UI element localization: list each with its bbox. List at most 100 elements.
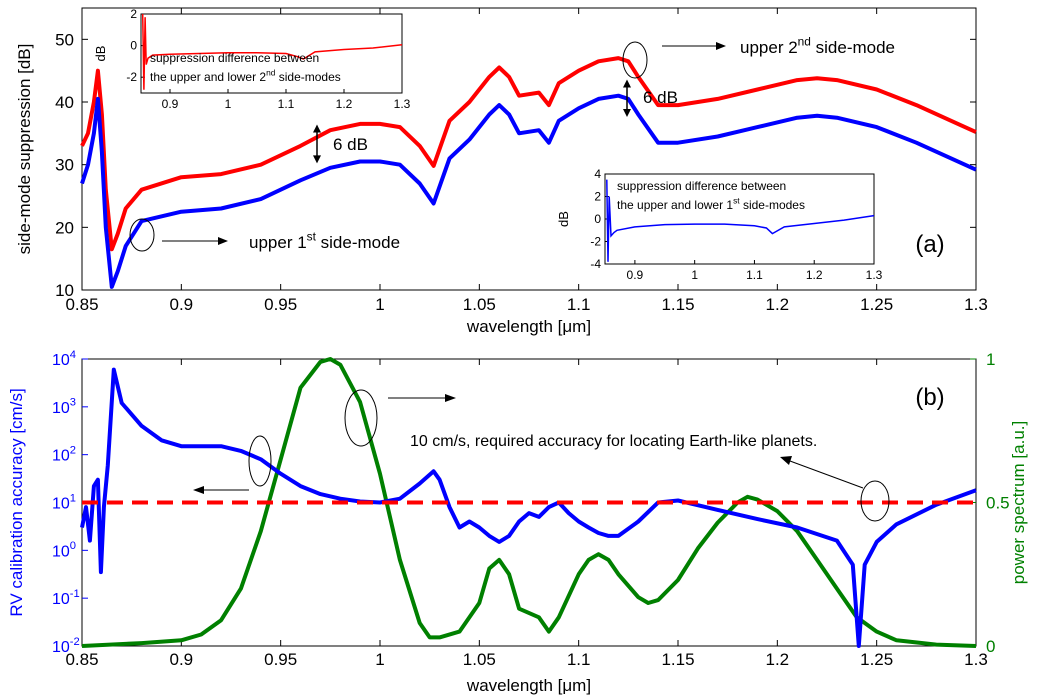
inset-x-tick-label: 1.2 (806, 268, 823, 282)
text-part: 10 (52, 496, 70, 513)
y-tick-label-left-b: 10-2 (52, 636, 80, 656)
series-line-a-1 (80, 93, 977, 289)
panel-label-a: (a) (915, 231, 944, 258)
inset-y-tick-label: 2 (130, 7, 137, 21)
text-part: 3 (70, 397, 76, 409)
inset-x-tick-label: 1.3 (394, 97, 411, 111)
inset-y-tick-label: 2 (594, 190, 601, 204)
annotation-upper-1st: upper 1st side-mode (249, 229, 400, 252)
x-tick-label-a: 0.85 (65, 295, 98, 314)
series-line-power-spectrum (81, 357, 977, 648)
text-part: the upper and lower 2 (150, 70, 266, 84)
y-tick-label-left-b: 102 (52, 444, 76, 464)
y-axis-label-right-b: power spectrum [a.u.] (1009, 421, 1028, 584)
text-part: upper 1 (249, 233, 307, 252)
y-tick-label-left-b: 101 (52, 492, 76, 512)
y-tick-label-a: 20 (55, 218, 74, 237)
dimension-arrow-1-head (313, 124, 321, 133)
x-axis-label-b: wavelength [μm] (466, 676, 591, 695)
inset-y-tick-label: -4 (590, 257, 601, 271)
x-tick-label-a: 0.9 (170, 295, 194, 314)
annotation-reference: 10 cm/s, required accuracy for locating … (410, 433, 817, 450)
y-axis-label-a: side-mode suppression [dB] (15, 44, 34, 255)
inset-text-line2: the upper and lower 1st side-modes (617, 196, 805, 212)
inset-x-tick-label: 1 (225, 97, 232, 111)
x-tick-label-b: 1.2 (766, 650, 790, 669)
text-part: 0 (70, 540, 76, 552)
inset-y-tick-label: 4 (594, 167, 601, 181)
panel-label-b: (b) (915, 384, 944, 411)
y-tick-label-right-b: 0 (986, 637, 995, 656)
inset-y-tick-label: 0 (130, 39, 137, 53)
callout-arrowhead-b2 (193, 486, 204, 494)
x-tick-label-b: 1.1 (567, 650, 591, 669)
y-tick-label-right-b: 1 (986, 350, 995, 369)
text-part: the upper and lower 1 (617, 198, 733, 212)
y-tick-label-left-b: 104 (52, 349, 76, 369)
inset-text-line1: suppression difference between (150, 51, 319, 65)
x-tick-label-a: 1.15 (661, 295, 694, 314)
annotation-upper-2nd: upper 2nd side-mode (740, 34, 895, 57)
series-line-a-0 (80, 56, 977, 252)
text-part: 10 (52, 352, 70, 369)
text-part: 10 (52, 639, 70, 656)
callout-arrow-b3 (789, 460, 864, 489)
text-part: 10 (52, 543, 70, 560)
text-part: 2 (70, 444, 76, 456)
plot-frame-a (81, 7, 977, 291)
dimension-arrow-2-head (623, 109, 631, 118)
text-part: -1 (70, 588, 80, 600)
inset-x-tick-label: 1 (691, 268, 698, 282)
x-tick-label-a: 1.25 (860, 295, 893, 314)
inset-series-line-1 (606, 179, 875, 262)
x-tick-label-b: 1.3 (964, 650, 988, 669)
inset-text-line1: suppression difference between (617, 179, 786, 193)
text-part: 10 (52, 400, 70, 417)
text-part: 10 (52, 448, 70, 465)
callout-ellipse-b3 (860, 480, 890, 522)
inset-x-tick-label: 1.1 (746, 268, 763, 282)
y-tick-label-right-b: 0.5 (986, 494, 1010, 513)
text-part: side-mode (811, 38, 895, 57)
y-tick-label-a: 10 (55, 281, 74, 300)
text-part: st (733, 196, 740, 206)
x-tick-label-b: 1.15 (661, 650, 694, 669)
x-tick-label-a: 0.95 (264, 295, 297, 314)
text-part: upper 2 (740, 38, 798, 57)
text-part: side-mode (316, 233, 400, 252)
callout-ellipse-b2 (248, 435, 272, 487)
text-part: 4 (70, 349, 76, 361)
callout-ellipse-1 (129, 218, 155, 252)
text-part: nd (798, 34, 811, 48)
x-tick-label-a: 1.3 (964, 295, 988, 314)
text-part: 10 (52, 591, 70, 608)
inset-x-tick-label: 0.9 (627, 268, 644, 282)
y-tick-label-a: 30 (55, 156, 74, 175)
inset-y-tick-label: 0 (594, 212, 601, 226)
x-tick-label-b: 0.95 (264, 650, 297, 669)
callout-ellipse-2 (622, 41, 648, 79)
callout-arrowhead-b1 (445, 394, 456, 402)
x-tick-label-a: 1 (375, 295, 384, 314)
inset-y-tick-label: -2 (590, 235, 601, 249)
y-tick-label-left-b: 103 (52, 397, 76, 417)
inset-y-axis-label: dB (93, 46, 108, 62)
x-tick-label-b: 0.85 (65, 650, 98, 669)
y-axis-label-left-b: RV calibration accuracy [cm/s] (7, 388, 26, 616)
inset-y-tick-label: -2 (126, 70, 137, 84)
x-tick-label-a: 1.05 (463, 295, 496, 314)
callout-arrowhead-b3 (780, 456, 792, 465)
x-tick-label-a: 1.1 (567, 295, 591, 314)
y-tick-label-a: 40 (55, 93, 74, 112)
x-tick-label-b: 1 (375, 650, 384, 669)
callout-arrowhead-2 (716, 42, 726, 50)
inset-text-line2: the upper and lower 2nd side-modes (150, 68, 341, 84)
annotation-6db-2: 6 dB (643, 88, 678, 107)
text-part: -2 (70, 636, 80, 648)
x-tick-label-b: 0.9 (170, 650, 194, 669)
text-part: st (307, 229, 317, 243)
dimension-arrow-1-head (313, 155, 321, 164)
inset-x-tick-label: 1.3 (866, 268, 883, 282)
y-tick-label-left-b: 100 (52, 540, 76, 560)
